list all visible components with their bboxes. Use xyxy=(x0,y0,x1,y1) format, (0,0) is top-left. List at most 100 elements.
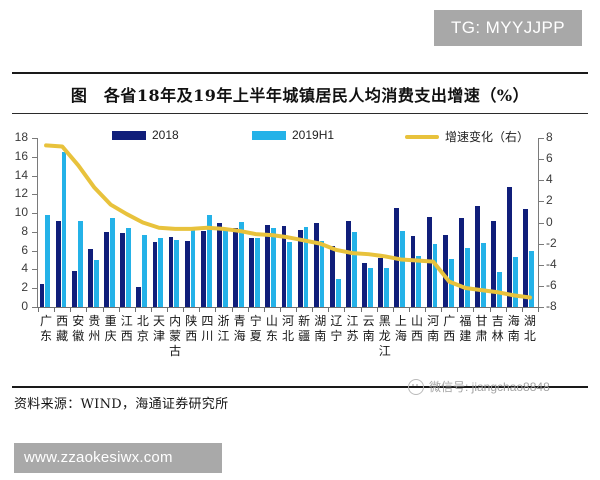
source-note: 资料来源：WIND，海通证券研究所 xyxy=(14,397,229,412)
x-tick xyxy=(263,307,265,312)
bar-2019h1 xyxy=(529,250,535,307)
x-axis-label: 河南 xyxy=(427,314,440,343)
bar-2018 xyxy=(55,220,61,307)
bar-2018 xyxy=(39,284,45,307)
y-tick-label-right: -2 xyxy=(546,235,557,250)
bar-2018 xyxy=(442,234,448,307)
x-axis-label: 广西 xyxy=(443,314,456,343)
x-axis-label: 福建 xyxy=(459,314,472,343)
bar-2018 xyxy=(378,258,384,307)
x-axis-label: 四川 xyxy=(201,314,214,343)
y-tick-right xyxy=(539,285,544,287)
x-tick xyxy=(473,307,475,312)
bar-2018 xyxy=(265,225,271,307)
bar-2018 xyxy=(249,238,255,307)
bar-2018 xyxy=(136,287,142,307)
x-tick xyxy=(134,307,136,312)
x-tick xyxy=(118,307,120,312)
x-axis-label: 湖北 xyxy=(523,314,536,343)
bar-2019h1 xyxy=(206,215,212,307)
legend-item-2019h1: 2019H1 xyxy=(252,128,334,142)
bar-2018 xyxy=(168,236,174,307)
url-watermark: www.zzaokesiwx.com xyxy=(14,443,222,473)
x-tick xyxy=(521,307,523,312)
x-tick xyxy=(489,307,491,312)
x-tick xyxy=(505,307,507,312)
bar-2019h1 xyxy=(513,257,519,307)
bar-2018 xyxy=(88,248,93,307)
x-axis-label: 安徽 xyxy=(72,314,85,343)
y-tick-right xyxy=(539,201,544,203)
bar-2019h1 xyxy=(190,229,196,307)
bar-2019h1 xyxy=(384,267,389,307)
x-tick xyxy=(296,307,298,312)
x-axis-labels: 广东 西藏 安徽 贵州 重庆 江西 北京 天津 内蒙古 陕西 四川 浙江 青海 宁夏 山东 河北 新疆 湖南 辽宁江… xyxy=(38,314,538,376)
x-tick xyxy=(408,307,410,312)
y-tick-label-right: -6 xyxy=(546,277,557,292)
x-tick xyxy=(215,307,217,312)
bar-2018 xyxy=(281,226,287,307)
legend-item-change: 增速变化（右） xyxy=(405,128,529,145)
y-tick-right xyxy=(539,159,544,161)
bar-2018 xyxy=(313,222,319,307)
legend-label-change: 增速变化（右） xyxy=(445,130,530,144)
legend-swatch-2018 xyxy=(112,130,146,140)
x-axis-label: 贵州 xyxy=(88,314,101,343)
bar-2019h1 xyxy=(432,244,438,307)
y-tick-right xyxy=(539,307,544,308)
y-tick-label-left: 4 xyxy=(21,261,28,276)
title-bottom-rule xyxy=(12,113,588,114)
x-tick xyxy=(231,307,233,312)
bar-2019h1 xyxy=(93,260,99,307)
bar-2018 xyxy=(410,235,416,307)
y-tick-label-right: -8 xyxy=(546,299,557,313)
y-tick-left xyxy=(32,269,37,271)
bar-2019h1 xyxy=(158,237,164,307)
bar-2019h1 xyxy=(287,242,293,307)
x-tick xyxy=(538,307,539,312)
x-axis-label: 北京 xyxy=(136,314,149,343)
x-axis-label: 江西 xyxy=(120,314,133,343)
y-tick-label-left: 6 xyxy=(21,242,28,257)
bar-2018 xyxy=(120,232,126,307)
bar-2018 xyxy=(104,231,109,307)
x-tick xyxy=(328,307,330,312)
x-tick xyxy=(70,307,72,312)
bar-2019h1 xyxy=(77,220,83,307)
y-tick-left xyxy=(32,250,37,252)
y-tick-left xyxy=(32,194,37,196)
bar-2019h1 xyxy=(303,227,309,307)
footer-rule xyxy=(12,386,588,388)
chart-title: 图 各省18年及19年上半年城镇居民人均消费支出增速（%） xyxy=(70,86,530,105)
y-tick-label-right: -4 xyxy=(546,256,557,271)
bar-2019h1 xyxy=(319,241,325,307)
x-axis xyxy=(37,307,539,308)
x-axis-label: 浙江 xyxy=(217,314,230,343)
y-tick-label-right: 0 xyxy=(546,214,553,229)
y-tick-label-left: 0 xyxy=(21,299,28,313)
y-tick-left xyxy=(32,138,37,139)
tg-watermark: TG: MYYJJPP xyxy=(434,10,582,46)
bar-2018 xyxy=(475,205,480,307)
y-tick-label-left: 14 xyxy=(14,167,28,182)
x-tick xyxy=(247,307,249,312)
y-tick-label-left: 16 xyxy=(14,148,28,163)
bar-2019h1 xyxy=(222,230,228,307)
y-tick-label-right: 4 xyxy=(546,172,553,187)
bar-2019h1 xyxy=(271,228,277,307)
x-axis-label: 陕西 xyxy=(185,314,198,343)
bar-2019h1 xyxy=(480,243,486,307)
legend-line-change xyxy=(405,134,439,139)
bar-2019h1 xyxy=(351,231,357,307)
legend-swatch-2019h1 xyxy=(252,130,286,140)
x-axis-label: 重庆 xyxy=(104,314,117,343)
bar-2018 xyxy=(458,217,464,307)
y-tick-left xyxy=(32,307,37,308)
x-axis-label: 山西 xyxy=(411,314,424,343)
bar-2018 xyxy=(71,271,77,307)
x-axis-label: 上海 xyxy=(394,314,407,343)
bar-2019h1 xyxy=(126,228,131,307)
x-tick xyxy=(360,307,362,312)
y-tick-right xyxy=(539,222,544,224)
